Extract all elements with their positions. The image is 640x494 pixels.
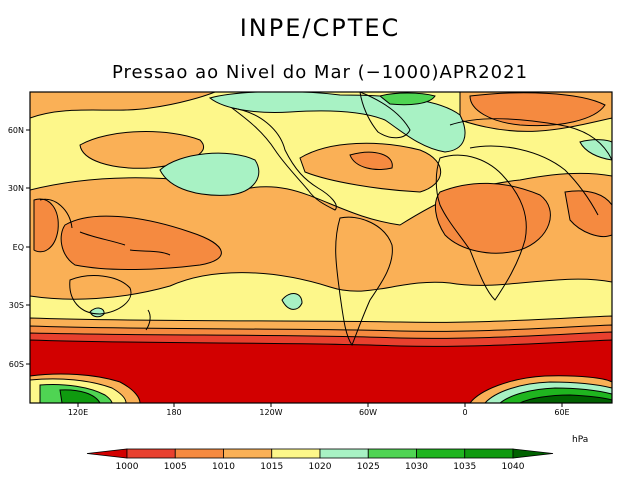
field-antarctic-w-4 [59, 389, 101, 403]
field-1020-1025-aus [89, 307, 105, 318]
colorbar-under-triangle [86, 448, 128, 459]
lat-label-30n: 30N [8, 184, 24, 193]
coast-indonesia [39, 198, 171, 256]
colorbar-box [174, 448, 224, 459]
field-sh-below-1000 [30, 339, 612, 403]
lon-axis: 120E 180 120W 60W 0 60E [68, 403, 570, 417]
agency-title: INPE/CPTEC [239, 14, 401, 42]
lon-label-180: 180 [166, 408, 181, 417]
colorbar-level-label: 1025 [357, 462, 380, 472]
lon-label-60e: 60E [554, 408, 569, 417]
lat-label-eq: EQ [13, 243, 24, 252]
lat-label-60n: 60N [8, 126, 24, 135]
field-1005-1010-africa [434, 182, 551, 254]
colorbar-box [319, 448, 369, 459]
field-1020-1025-ne [579, 139, 612, 161]
coast-new-zealand [145, 309, 151, 331]
field-1005-1010-asia [564, 190, 612, 237]
colorbar-box [367, 448, 417, 459]
colorbar-level-label: 1030 [405, 462, 428, 472]
colorbar-over-triangle [512, 448, 554, 459]
coast-north-america [230, 107, 337, 211]
field-1005-1010-siberia [469, 92, 606, 127]
coast-south-america [335, 216, 393, 347]
lon-label-120w: 120W [259, 408, 282, 417]
colorbar-level-label: 1010 [212, 462, 235, 472]
field-1005-1010-maritime [60, 215, 222, 270]
lat-axis: 60N 30N EQ 30S 60S [8, 126, 30, 369]
colorbar-legend: hPa 1000 1005 1010 1015 1020 1025 1030 1035 1040 [86, 435, 588, 472]
lon-label-120e: 120E [68, 408, 88, 417]
colorbar-box [126, 448, 176, 459]
field-1010-1015-arctic-w [30, 92, 216, 119]
colorbar-box [416, 448, 466, 459]
lat-label-60s: 60S [9, 360, 24, 369]
field-1020-1025-pacific [159, 152, 260, 196]
coast-greenland [359, 92, 411, 139]
lat-label-30s: 30S [9, 301, 24, 310]
colorbar-level-label: 1040 [502, 462, 525, 472]
colorbar-box [223, 448, 273, 459]
field-1020-1025-arctic [208, 92, 466, 153]
lon-label-0: 0 [462, 408, 467, 417]
pressure-field [30, 92, 612, 403]
coast-australia [69, 275, 132, 315]
field-antarctic-e-4 [519, 394, 612, 403]
field-1005-1010-india [33, 198, 59, 253]
coast-africa [435, 154, 527, 301]
colorbar-box [271, 448, 321, 459]
legend-unit: hPa [572, 435, 588, 445]
map-title: Pressao ao Nivel do Mar (−1000)APR2021 [111, 62, 529, 83]
field-1020-1025-sp [281, 293, 303, 310]
colorbar-level-label: 1035 [453, 462, 476, 472]
colorbar: 1000 1005 1010 1015 1020 1025 1030 1035 1040 [86, 448, 554, 472]
lon-label-60w: 60W [359, 408, 377, 417]
colorbar-level-label: 1000 [116, 462, 139, 472]
colorbar-box [464, 448, 514, 459]
colorbar-level-label: 1005 [164, 462, 187, 472]
colorbar-level-label: 1020 [309, 462, 332, 472]
field-1025-1030-greenland [378, 92, 436, 106]
coastlines [39, 92, 612, 347]
field-1005-1010-na-low [349, 151, 393, 170]
colorbar-level-label: 1015 [260, 462, 283, 472]
coast-eurasia [449, 118, 612, 216]
